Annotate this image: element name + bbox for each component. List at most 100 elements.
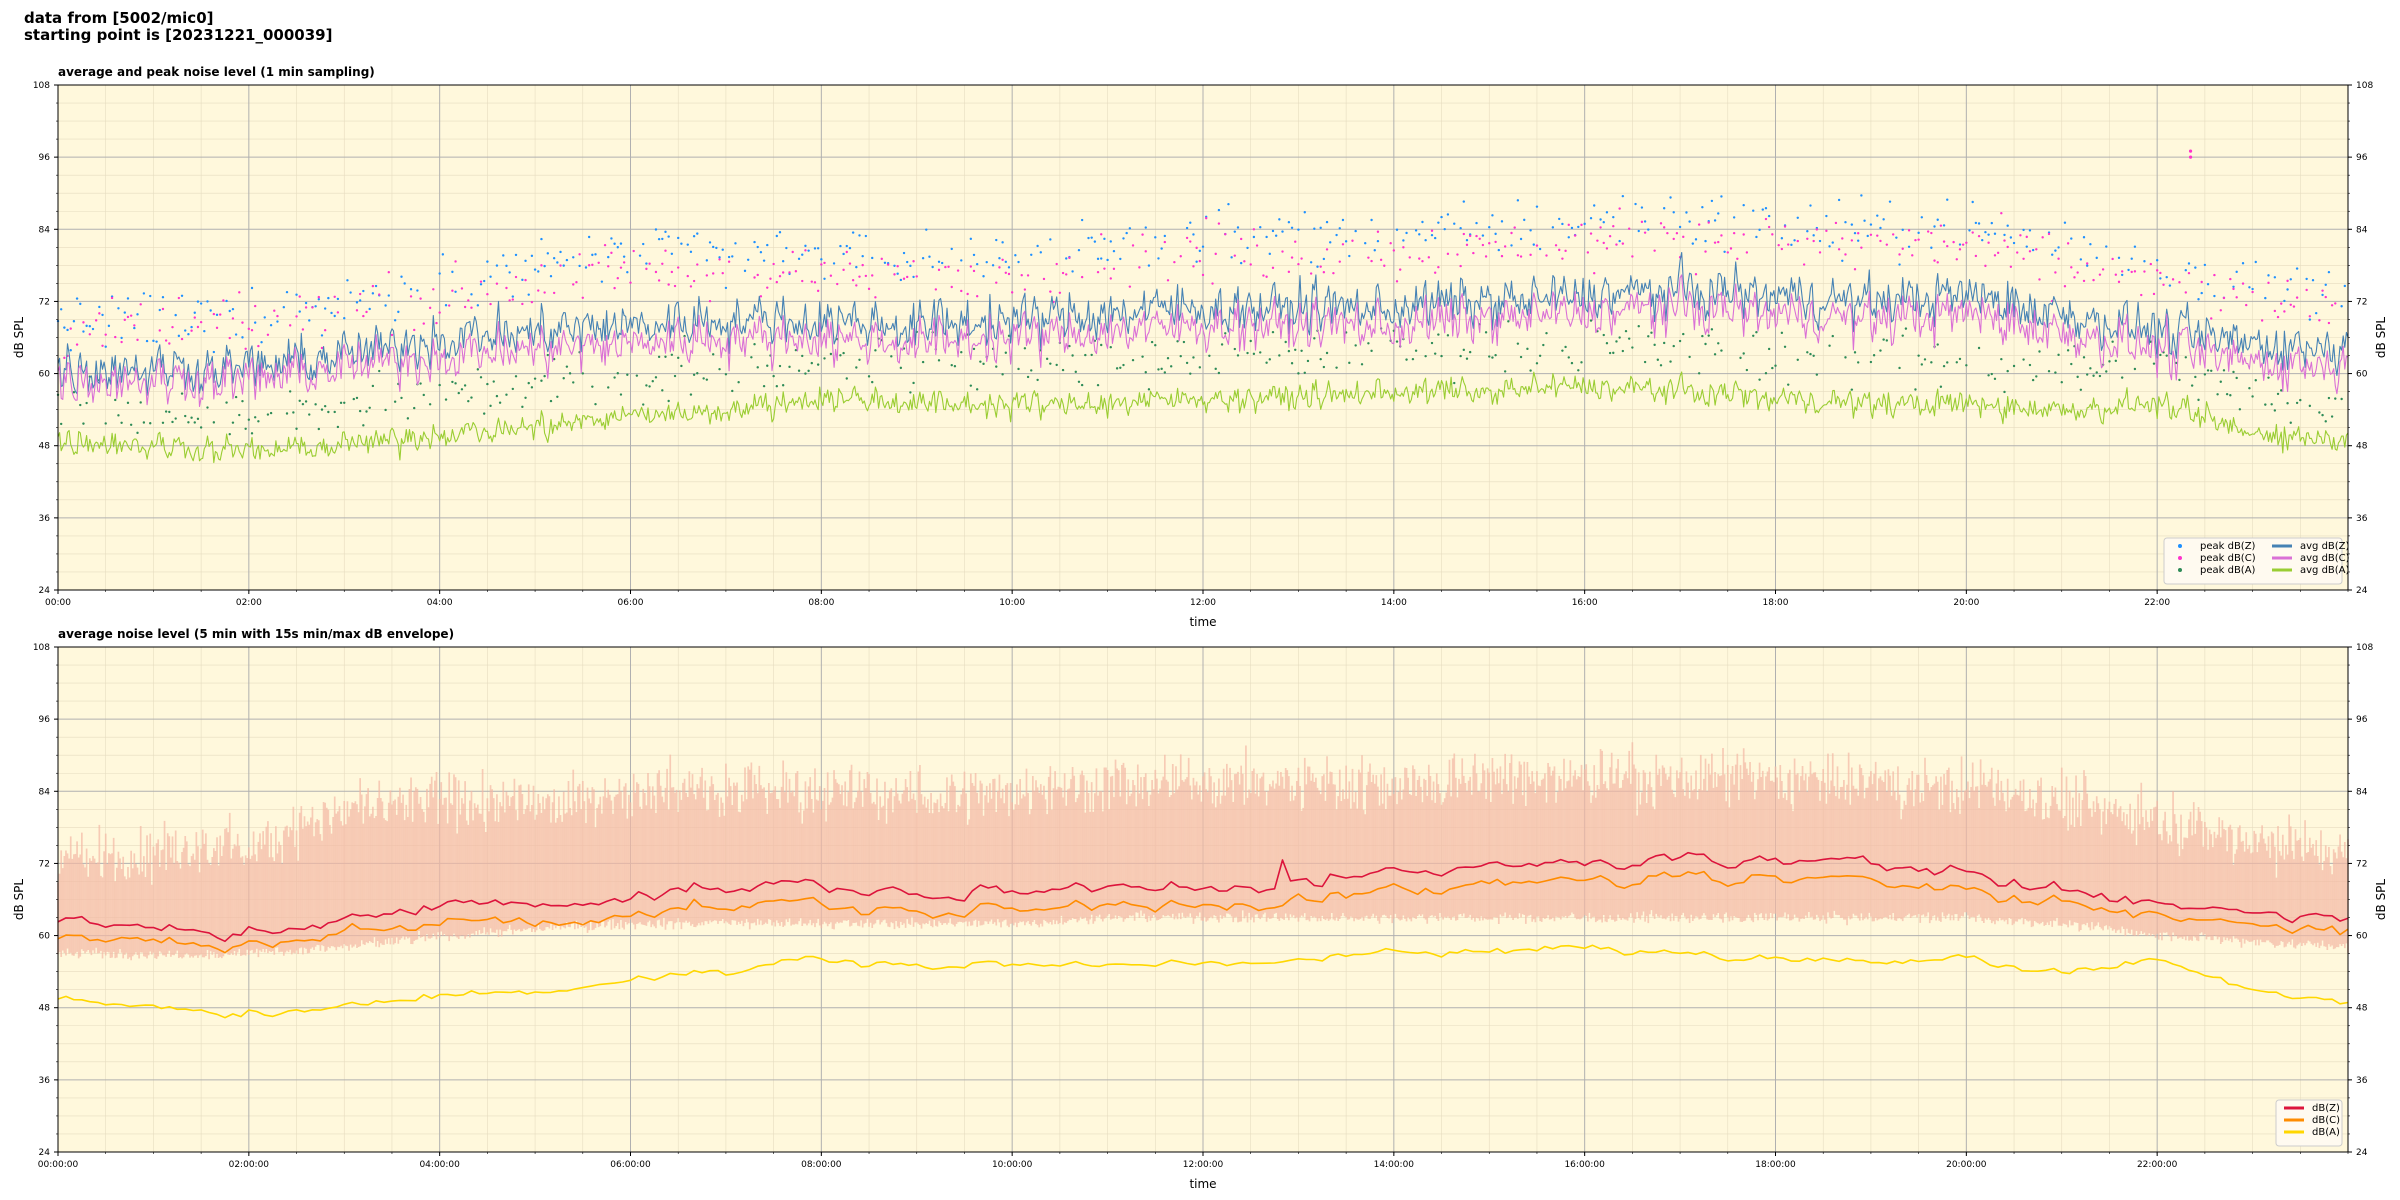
- series-point: [1920, 216, 1924, 219]
- series-point: [1732, 231, 1736, 235]
- series-point: [2082, 236, 2086, 239]
- series-point: [311, 306, 314, 309]
- series-point: [1532, 243, 1535, 246]
- series-point: [1802, 263, 1806, 266]
- series-point: [1713, 353, 1717, 356]
- series-point: [912, 260, 915, 263]
- y-tick-label: 60: [39, 932, 51, 942]
- series-point: [2092, 278, 2095, 282]
- y-tick-label: 72: [39, 859, 50, 869]
- series-point: [766, 286, 769, 289]
- series-point: [1131, 358, 1135, 362]
- series-point: [1141, 233, 1144, 236]
- series-point: [1869, 360, 1873, 364]
- series-point: [2035, 248, 2038, 251]
- series-point: [533, 268, 537, 271]
- y-tick-label-right: 108: [2356, 81, 2373, 91]
- series-point: [781, 384, 785, 387]
- y-tick-label: 60: [39, 370, 51, 380]
- series-point: [2171, 278, 2175, 281]
- series-point: [801, 279, 804, 283]
- series-point: [1071, 270, 1074, 273]
- series-point: [1433, 271, 1437, 274]
- series-point: [572, 381, 575, 384]
- series-point: [1478, 237, 1481, 241]
- series-point: [1678, 339, 1682, 343]
- series-point: [1198, 366, 1202, 369]
- series-point: [1421, 220, 1424, 224]
- series-point: [1624, 329, 1628, 333]
- series-point: [540, 379, 543, 382]
- series-point: [2028, 229, 2032, 232]
- series-point: [2175, 361, 2178, 365]
- series-point: [1061, 368, 1065, 372]
- series-point: [1096, 383, 1100, 387]
- series-point: [247, 418, 251, 421]
- series-point: [2054, 271, 2057, 274]
- series-point: [1621, 242, 1625, 245]
- series-point: [1507, 320, 1510, 323]
- series-point: [1895, 236, 1898, 239]
- series-point: [1109, 277, 1112, 280]
- series-point: [680, 364, 683, 368]
- series-point: [613, 242, 616, 245]
- series-point: [1790, 243, 1793, 247]
- series-point: [603, 243, 607, 247]
- x-tick-label: 04:00:00: [419, 1160, 460, 1170]
- series-point: [2095, 371, 2098, 374]
- series-point: [1348, 254, 1351, 258]
- legend-label: peak dB(A): [2200, 565, 2256, 576]
- series-point: [762, 384, 766, 388]
- series-point: [533, 377, 537, 380]
- series-point: [1732, 216, 1736, 219]
- series-point: [2235, 270, 2238, 274]
- series-point: [1914, 238, 1917, 242]
- series-point: [1192, 265, 1195, 268]
- series-point: [622, 255, 626, 258]
- series-point: [126, 297, 130, 300]
- series-point: [1017, 367, 1020, 371]
- series-point: [199, 426, 203, 429]
- series-point: [1446, 334, 1450, 337]
- series-point: [1653, 343, 1656, 347]
- series-point: [851, 279, 855, 282]
- series-point: [101, 313, 104, 317]
- series-point: [129, 423, 133, 426]
- series-point: [2130, 257, 2133, 260]
- y-tick-label: 84: [39, 225, 51, 235]
- series-point: [2276, 315, 2280, 319]
- series-point: [2273, 409, 2277, 412]
- series-point: [1023, 347, 1027, 350]
- series-point: [343, 316, 346, 320]
- series-point: [2235, 296, 2238, 299]
- series-point: [1605, 342, 1609, 345]
- series-point: [1736, 257, 1739, 261]
- series-point: [387, 271, 390, 274]
- series-point: [486, 260, 489, 263]
- series-point: [479, 376, 483, 379]
- series-point: [1160, 247, 1163, 250]
- series-point: [511, 295, 515, 298]
- series-point: [1704, 239, 1707, 243]
- series-point: [937, 268, 941, 272]
- series-point: [1220, 343, 1224, 346]
- series-point: [393, 319, 397, 322]
- series-point: [1494, 240, 1497, 244]
- series-point: [1971, 200, 1974, 204]
- series-point: [136, 338, 139, 342]
- series-point: [1325, 351, 1329, 355]
- series-point: [613, 286, 616, 290]
- legend-label: dB(C): [2312, 1115, 2340, 1126]
- series-point: [1297, 372, 1300, 375]
- series-point: [1758, 378, 1761, 381]
- series-point: [753, 343, 756, 346]
- series-point: [1004, 351, 1008, 354]
- series-point: [1904, 327, 1908, 330]
- series-point: [1440, 215, 1443, 219]
- series-point: [1001, 258, 1004, 262]
- series-point: [253, 416, 257, 419]
- series-point: [2321, 293, 2324, 297]
- series-point: [998, 257, 1001, 260]
- series-point: [995, 281, 998, 284]
- series-point: [549, 275, 553, 278]
